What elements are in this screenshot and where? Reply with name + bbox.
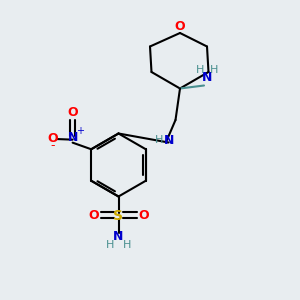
Text: N: N	[113, 230, 124, 244]
Text: N: N	[68, 131, 78, 144]
Text: +: +	[76, 126, 84, 136]
Text: H: H	[155, 135, 163, 145]
Text: N: N	[164, 134, 174, 148]
Text: -: -	[50, 139, 55, 152]
Text: O: O	[67, 106, 78, 119]
Text: H: H	[196, 64, 204, 75]
Text: O: O	[88, 208, 99, 222]
Text: O: O	[47, 132, 58, 145]
Text: H: H	[106, 239, 114, 250]
Text: O: O	[138, 208, 149, 222]
Text: H: H	[123, 239, 131, 250]
Text: H: H	[210, 64, 219, 75]
Text: S: S	[113, 209, 124, 223]
Text: N: N	[202, 71, 212, 84]
Text: O: O	[174, 20, 185, 33]
